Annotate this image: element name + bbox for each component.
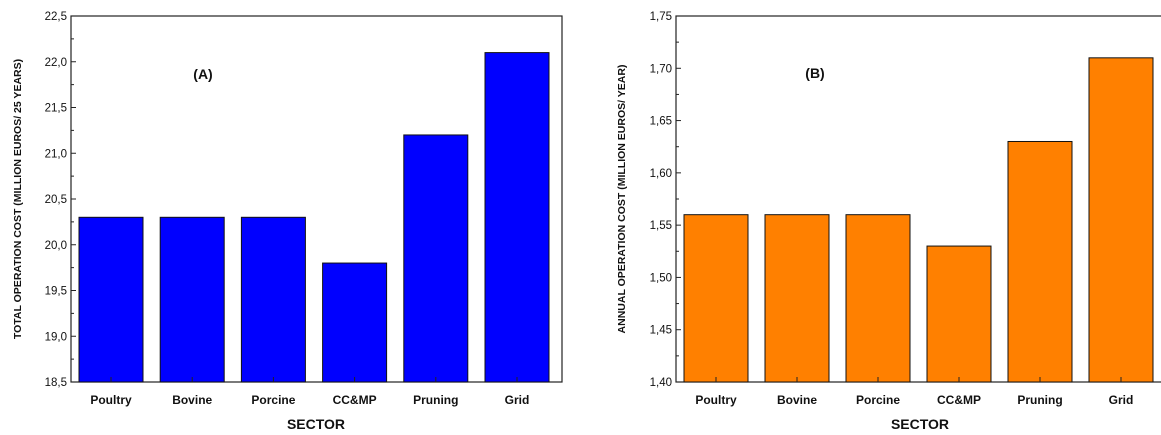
x-tick-label: Grid xyxy=(505,393,530,407)
y-axis-title: TOTAL OPERATION COST (MILLION EUROS/ 25 … xyxy=(12,59,24,339)
y-axis: 18,5 19,0 19,5 20,0 20,5 21,0 21,5 22,0 22,5 xyxy=(45,11,76,389)
bar-porcine xyxy=(845,214,911,383)
bar-poultry xyxy=(683,214,749,383)
x-tick-label: Bovine xyxy=(777,393,817,407)
bar-bovine xyxy=(159,216,225,383)
x-tick-label: Porcine xyxy=(251,393,295,407)
x-tick-label: Grid xyxy=(1109,393,1134,407)
panel-label: (B) xyxy=(805,65,824,81)
bar-grid xyxy=(484,52,550,383)
x-tick-label: Poultry xyxy=(695,393,737,407)
y-tick-label: 1,55 xyxy=(650,220,672,232)
bar-cc-mp xyxy=(322,262,388,383)
bar-poultry xyxy=(78,216,144,383)
bar-pruning xyxy=(403,134,469,383)
x-tick-label: Porcine xyxy=(856,393,900,407)
y-tick-label: 1,65 xyxy=(650,116,672,128)
y-tick-label: 1,50 xyxy=(650,272,672,284)
y-tick-label: 19,0 xyxy=(45,331,67,343)
y-axis: 1,40 1,45 1,50 1,55 1,60 1,65 1,70 1,75 xyxy=(650,11,681,389)
y-tick-label: 22,5 xyxy=(45,11,67,23)
bar-cc-mp xyxy=(926,245,992,383)
y-tick-label: 1,70 xyxy=(650,63,672,75)
bar-bovine xyxy=(764,214,830,383)
y-tick-label: 21,5 xyxy=(45,103,67,115)
x-tick-label: Bovine xyxy=(172,393,212,407)
y-axis-title: ANNUAL OPERATION COST (MILLION EUROS/ YE… xyxy=(616,65,628,334)
chart-panel-a: 18,5 19,0 19,5 20,0 20,5 21,0 21,5 22,0 22,5 Pou… xyxy=(12,11,563,432)
y-tick-label: 20,5 xyxy=(45,194,67,206)
y-tick-label: 1,60 xyxy=(650,168,672,180)
y-tick-label: 1,40 xyxy=(650,377,672,389)
y-tick-label: 18,5 xyxy=(45,377,67,389)
chart-panel-b: 1,40 1,45 1,50 1,55 1,60 1,65 1,70 1,75 Poultry… xyxy=(616,11,1161,432)
y-tick-label: 21,0 xyxy=(45,148,67,160)
x-axis-title: SECTOR xyxy=(891,416,949,432)
plot-frame xyxy=(675,15,1161,383)
bar-porcine xyxy=(240,216,306,383)
x-tick-label: Pruning xyxy=(1017,393,1062,407)
x-tick-label: CC&MP xyxy=(333,393,377,407)
x-axis-title: SECTOR xyxy=(287,416,345,432)
panel-label: (A) xyxy=(193,66,212,82)
bar-series xyxy=(78,52,550,383)
x-axis: Poultry Bovine Porcine CC&MP Pruning Grid xyxy=(695,377,1133,407)
bar-grid xyxy=(1088,57,1154,383)
x-axis: Poultry Bovine Porcine CC&MP Pruning Grid xyxy=(90,377,529,407)
y-tick-label: 1,75 xyxy=(650,11,672,23)
x-tick-label: CC&MP xyxy=(937,393,981,407)
bar-pruning xyxy=(1007,140,1073,383)
x-tick-label: Poultry xyxy=(90,393,132,407)
y-tick-label: 20,0 xyxy=(45,240,67,252)
x-tick-label: Pruning xyxy=(413,393,458,407)
y-tick-label: 19,5 xyxy=(45,286,67,298)
y-tick-label: 1,45 xyxy=(650,325,672,337)
y-tick-label: 22,0 xyxy=(45,57,67,69)
bar-series xyxy=(683,57,1154,383)
